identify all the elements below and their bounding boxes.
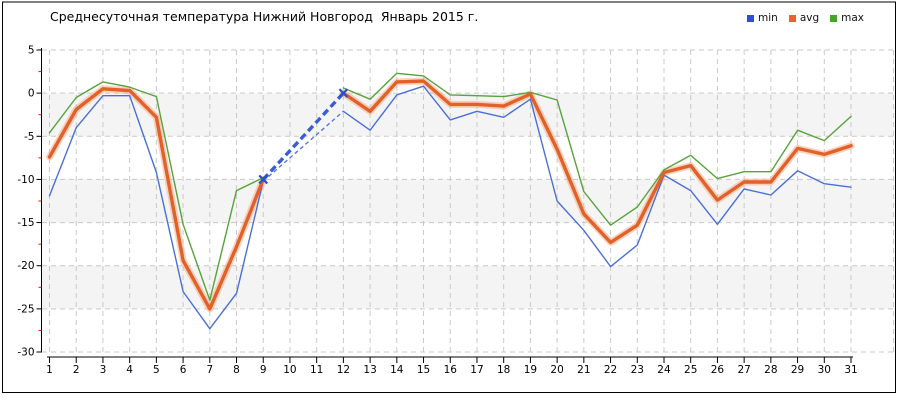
missing-data-dashed-lines	[258, 88, 349, 185]
svg-text:15: 15	[417, 364, 430, 376]
svg-text:17: 17	[470, 364, 483, 376]
svg-text:19: 19	[524, 364, 537, 376]
svg-text:31: 31	[844, 364, 857, 376]
gap-endpoint-x-marker	[258, 174, 269, 185]
chart-legend: min avg max	[747, 12, 864, 24]
y-axis-labels: 5 0 -5 -10 -15 -20 -25 -30	[17, 45, 34, 359]
x-axis-ticks	[49, 357, 852, 363]
svg-text:-15: -15	[17, 217, 34, 229]
svg-text:30: 30	[818, 364, 831, 376]
svg-text:9: 9	[260, 364, 267, 376]
series-avg	[47, 79, 853, 311]
svg-text:18: 18	[497, 364, 510, 376]
legend-swatch-min	[747, 14, 754, 22]
svg-text:-5: -5	[24, 131, 34, 143]
legend-label-max: max	[841, 12, 865, 24]
legend-item-max: max	[830, 12, 864, 24]
svg-text:26: 26	[711, 364, 725, 376]
svg-text:4: 4	[126, 364, 133, 376]
svg-text:24: 24	[657, 364, 671, 376]
legend-label-min: min	[758, 12, 778, 24]
legend-swatch-max	[830, 14, 838, 22]
svg-text:6: 6	[180, 364, 187, 376]
svg-text:13: 13	[363, 364, 376, 376]
svg-text:12: 12	[337, 364, 350, 376]
svg-text:-30: -30	[17, 347, 34, 359]
svg-text:3: 3	[100, 364, 107, 376]
svg-text:0: 0	[28, 88, 35, 100]
legend-swatch-avg	[788, 14, 796, 22]
chart-title: Среднесуточная температура Нижний Новгор…	[50, 9, 479, 24]
svg-text:10: 10	[283, 364, 296, 376]
svg-text:7: 7	[206, 364, 213, 376]
svg-text:5: 5	[28, 45, 35, 57]
svg-text:29: 29	[791, 364, 804, 376]
svg-text:25: 25	[684, 364, 697, 376]
svg-text:27: 27	[737, 364, 750, 376]
svg-text:8: 8	[233, 364, 240, 376]
svg-text:-25: -25	[17, 303, 34, 315]
background-bands	[42, 93, 894, 309]
svg-text:16: 16	[444, 364, 458, 376]
svg-text:28: 28	[764, 364, 777, 376]
legend-label-avg: avg	[799, 12, 820, 24]
x-axis-labels: 1 2 3 4 5 6 7 8 9 10 11 12 13 14 15 16 17 18 19 20 21 22 23 24 2…	[46, 364, 858, 376]
svg-text:14: 14	[390, 364, 404, 376]
gap-endpoint-x-marker	[338, 88, 349, 98]
svg-text:11: 11	[310, 364, 323, 376]
gridlines	[42, 49, 894, 353]
canvas-border	[2, 1, 896, 393]
svg-text:-20: -20	[17, 260, 34, 272]
series-max	[48, 72, 852, 301]
svg-text:5: 5	[153, 364, 160, 376]
svg-text:-10: -10	[17, 174, 34, 186]
svg-text:23: 23	[631, 364, 644, 376]
svg-text:22: 22	[604, 364, 617, 376]
svg-text:20: 20	[550, 364, 563, 376]
svg-text:2: 2	[73, 364, 80, 376]
series-min	[48, 85, 852, 330]
svg-text:1: 1	[46, 364, 53, 376]
svg-text:21: 21	[577, 364, 590, 376]
legend-item-avg: avg	[788, 12, 820, 24]
legend-item-min: min	[747, 12, 778, 24]
y-axis-ticks	[36, 49, 42, 353]
